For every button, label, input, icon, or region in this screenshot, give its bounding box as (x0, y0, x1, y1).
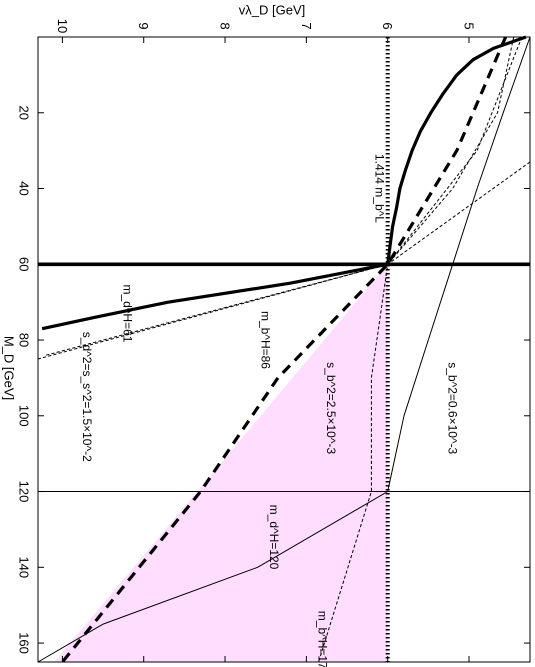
series-line-3 (61, 36, 508, 664)
plot-frame (37, 36, 531, 663)
annotation-label: 1.414 m_b^L (373, 154, 387, 223)
md-tick-label: 20 (17, 106, 32, 120)
series-line-5 (45, 36, 515, 356)
series-line-4 (318, 36, 523, 663)
annotation-label: s_b^2=2.5×10^-3 (324, 362, 338, 454)
vlambda-tick-label: 9 (136, 22, 151, 29)
vlambda-tick-label: 7 (299, 22, 314, 29)
md-tick-label: 160 (17, 632, 32, 654)
md-tick-label: 120 (17, 481, 32, 503)
md-tick-label: 140 (17, 556, 32, 578)
annotation-label: m_b^H=86 (259, 311, 273, 369)
vlambda-tick-label: 6 (380, 22, 395, 29)
annotation-label: m_b^H=170 (316, 611, 330, 667)
annotation-label: s_d^2=s_s^2=1.5×10^-2 (80, 332, 94, 462)
shaded-region-layer (54, 264, 388, 662)
series-layer (37, 35, 531, 664)
vlambda-tick-label: 8 (218, 22, 233, 29)
vlambda-tick-label: 5 (462, 22, 477, 29)
tick-layer: 20 40 60 80 100 120 140 160 5 6 7 8 9 10 vλ_D [GeV] M_D… (2, 3, 530, 662)
annotation-layer: 1.414 m_b^L m_d^H=61 m_b^H=86 s_d^2=s_s^2=1… (80, 154, 460, 667)
y-axis-title: vλ_D [GeV] (239, 3, 305, 18)
annotation-label: s_b^2=0.6×10^-3 (446, 362, 460, 454)
md-tick-label: 80 (17, 333, 32, 347)
md-tick-label: 60 (17, 257, 32, 271)
annotation-label: m_d^H=120 (267, 505, 281, 570)
series-line-6 (37, 161, 531, 360)
shaded-region (54, 264, 388, 662)
vlambda-tick-label: 10 (55, 19, 70, 33)
md-tick-label: 40 (17, 181, 32, 195)
series-line-7 (37, 36, 531, 663)
series-line-2 (41, 35, 527, 331)
annotation-label: m_d^H=61 (120, 284, 134, 342)
x-axis-title: M_D [GeV] (2, 336, 17, 400)
md-tick-label: 100 (17, 405, 32, 427)
